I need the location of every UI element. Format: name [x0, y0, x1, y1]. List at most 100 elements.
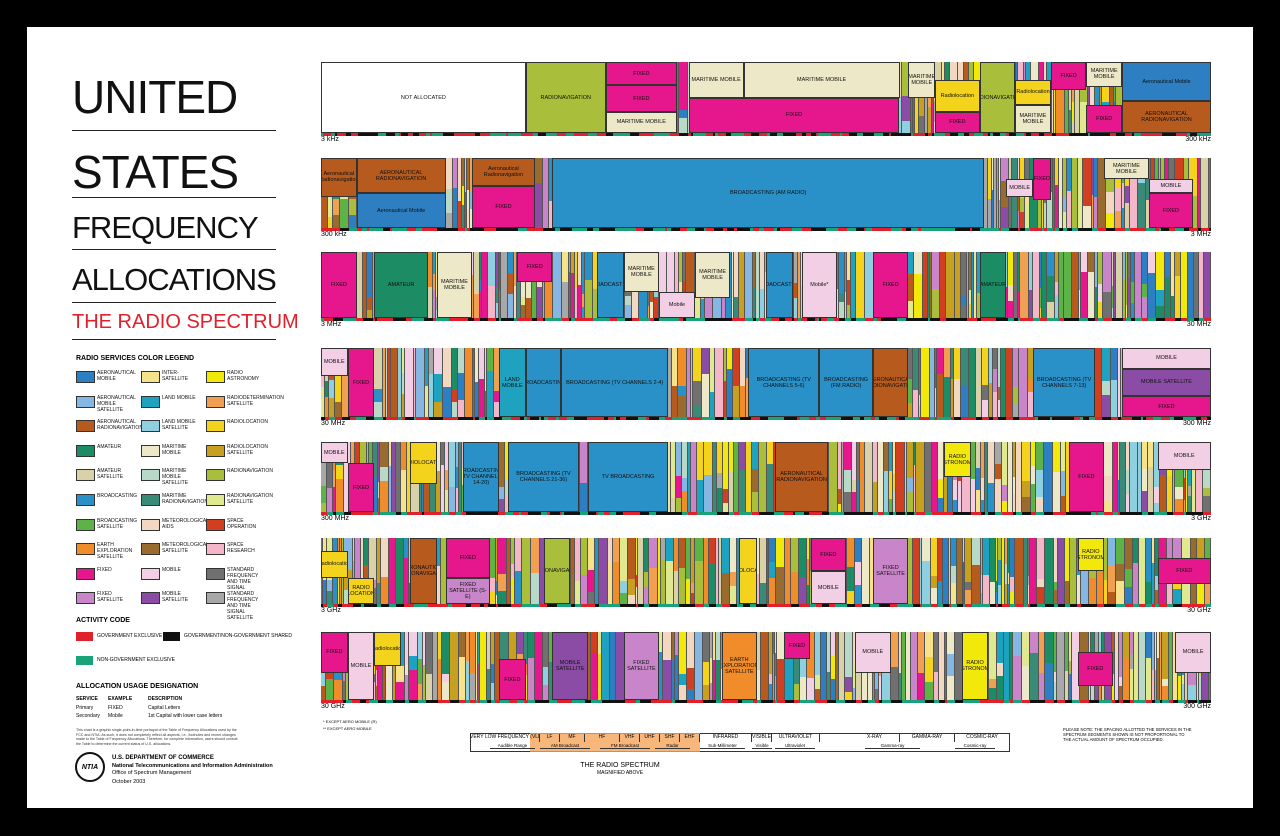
band-stripe	[446, 158, 453, 189]
band-stripe	[588, 570, 595, 592]
usage-cell: 1st Capital with lower case letters	[148, 713, 223, 719]
band-stripe	[396, 666, 405, 682]
activity-bar	[732, 318, 734, 321]
band-stripe	[716, 538, 719, 604]
activity-bar	[953, 512, 958, 515]
band-stripe	[524, 664, 528, 675]
band-stripe	[1196, 442, 1203, 512]
band-stripe	[914, 252, 923, 274]
activity-bar	[773, 700, 775, 703]
band-stripe	[697, 480, 704, 512]
band-stripe	[1088, 252, 1095, 272]
band-stripe	[402, 373, 405, 394]
band-stripe	[381, 577, 389, 604]
activity-bar	[1065, 700, 1069, 703]
legend-swatch	[206, 567, 225, 580]
band-stripe	[1055, 282, 1059, 295]
activity-bar	[474, 318, 480, 321]
activity-bar	[598, 700, 602, 703]
activity-bar	[1030, 228, 1038, 231]
band-stripe	[602, 632, 610, 700]
activity-bar	[722, 318, 726, 321]
activity-bar	[333, 604, 338, 607]
band-stripe	[338, 538, 340, 563]
band-stripe	[1013, 632, 1022, 656]
band-stripe	[1047, 302, 1055, 318]
band-stripe	[521, 297, 526, 305]
band-stripe	[953, 480, 958, 500]
band-stripe	[1130, 669, 1134, 700]
band-stripe	[430, 480, 436, 512]
activity-bar	[430, 228, 437, 231]
activity-bar	[842, 512, 844, 515]
band-stripe	[829, 442, 838, 512]
band-stripe	[905, 348, 913, 379]
band-stripe	[608, 538, 613, 561]
activity-bar	[506, 133, 508, 136]
band-stripe	[1131, 282, 1135, 303]
band-stripe	[405, 665, 409, 675]
activity-bar	[704, 604, 709, 607]
band-stripe	[1111, 348, 1118, 380]
allocation-block: FIXED SATELLITE	[623, 632, 660, 700]
band-stripe	[459, 657, 466, 700]
band-stripe	[459, 632, 466, 657]
activity-bar	[352, 700, 358, 703]
band-stripe	[934, 632, 939, 672]
activity-bar	[839, 318, 845, 321]
activity-bar	[666, 604, 674, 607]
legend-label: RADIO ASTRONOMY	[227, 370, 260, 382]
band-stripe	[1019, 348, 1028, 417]
band-stripe	[961, 306, 967, 318]
legend-swatch	[206, 494, 225, 506]
band-stripe	[1111, 380, 1118, 417]
activity-bar	[580, 228, 587, 231]
activity-bar	[727, 700, 732, 703]
band-stripe	[769, 578, 776, 604]
activity-bar	[392, 228, 401, 231]
allocation-block: FIXED	[445, 538, 491, 578]
band-stripe	[661, 559, 666, 604]
activity-bar	[748, 700, 753, 703]
band-stripe	[1199, 252, 1204, 289]
activity-bar	[533, 133, 538, 136]
band-stripe	[344, 538, 353, 570]
band-stripe	[465, 348, 473, 417]
band-stripe	[498, 442, 505, 487]
activity-bar	[1183, 417, 1187, 420]
activity-bar	[932, 512, 938, 515]
band-stripe	[1104, 476, 1113, 501]
activity-bar	[1167, 512, 1173, 515]
activity-bar	[465, 228, 467, 231]
band-stripe	[760, 538, 767, 583]
activity-bar	[1044, 512, 1053, 515]
band-stripe	[704, 538, 709, 604]
band-stripe	[479, 348, 485, 379]
activity-bar	[1002, 604, 1005, 607]
band-stripe	[511, 538, 515, 564]
activity-bar	[632, 417, 638, 420]
activity-bar	[1113, 512, 1118, 515]
activity-bar	[481, 512, 484, 515]
activity-bar	[1155, 228, 1159, 231]
band-stripe	[733, 386, 740, 417]
band-stripe	[521, 305, 526, 318]
activity-bar	[972, 604, 981, 607]
activity-bar	[1042, 318, 1047, 321]
activity-bar	[864, 417, 871, 420]
activity-bar	[496, 228, 501, 231]
activity-bar	[1035, 417, 1038, 420]
band-stripe	[644, 538, 649, 572]
activity-bar	[1072, 318, 1079, 321]
activity-bar	[466, 700, 470, 703]
activity-bar	[1026, 133, 1031, 136]
activity-bar	[704, 228, 706, 231]
band-stripe	[383, 348, 386, 417]
activity-bar	[587, 228, 593, 231]
allocation-block: FIXED	[1050, 62, 1087, 91]
activity-bar	[1078, 228, 1083, 231]
band-stripe	[889, 499, 893, 512]
band-stripe	[722, 573, 730, 604]
activity-bar	[771, 318, 779, 321]
band-stripe	[531, 573, 540, 604]
